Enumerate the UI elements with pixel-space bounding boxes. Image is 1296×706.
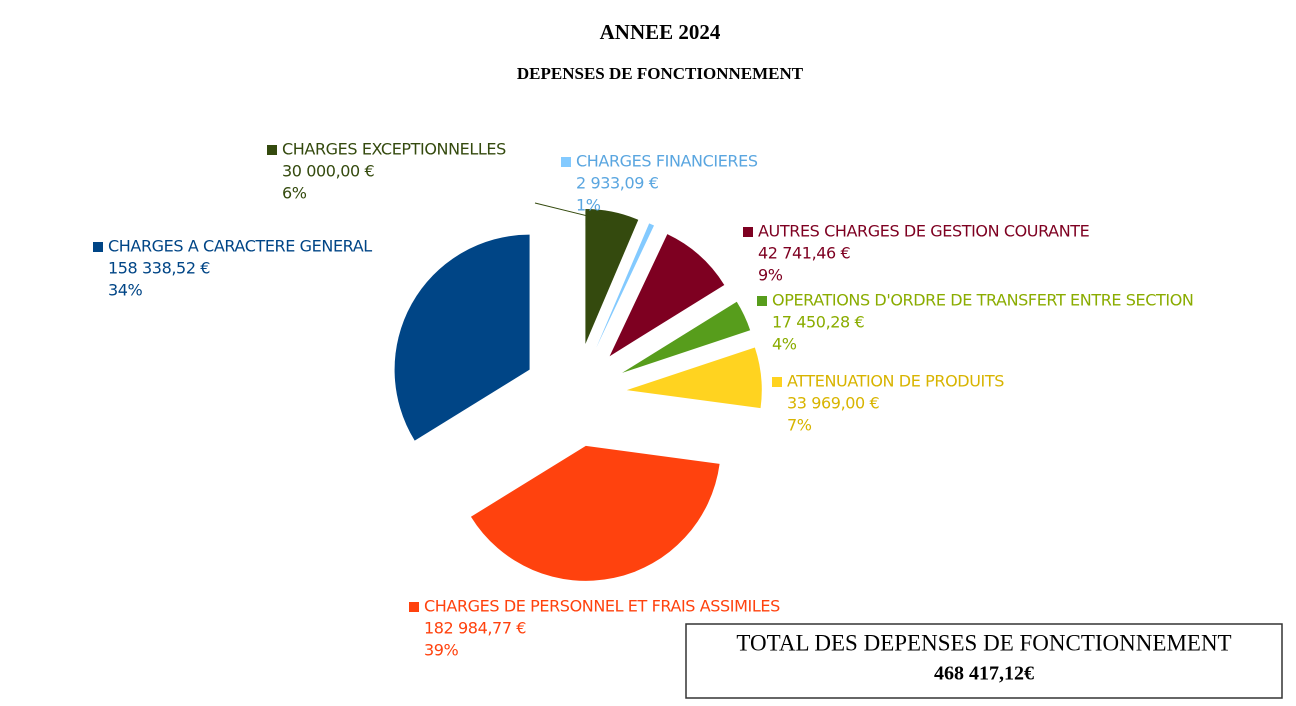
pie-slice: [585, 209, 639, 345]
pie-slice: [394, 234, 530, 441]
legend-swatch: [772, 377, 782, 387]
slice-category: CHARGES FINANCIERES: [576, 152, 758, 171]
slice-percent: 6%: [282, 184, 307, 203]
chart-subtitle: DEPENSES DE FONCTIONNEMENT: [517, 64, 804, 83]
slice-percent: 34%: [108, 281, 143, 300]
slice-category: CHARGES EXCEPTIONNELLES: [282, 140, 506, 159]
slice-category: AUTRES CHARGES DE GESTION COURANTE: [758, 222, 1090, 241]
slice-percent: 1%: [576, 196, 601, 215]
pie-slice: [622, 301, 751, 373]
slice-category: ATTENUATION DE PRODUITS: [787, 372, 1004, 391]
total-box: [685, 623, 1283, 699]
slice-value: 33 969,00 €: [787, 394, 880, 413]
slice-value: 17 450,28 €: [772, 313, 865, 332]
slice-percent: 9%: [758, 266, 783, 285]
slice-value: 182 984,77 €: [424, 619, 526, 638]
slice-percent: 7%: [787, 416, 812, 435]
slice-category: CHARGES A CARACTERE GENERAL: [108, 237, 372, 256]
slice-value: 2 933,09 €: [576, 174, 659, 193]
leader-line: [534, 202, 611, 223]
slice-percent: 4%: [772, 335, 797, 354]
pie-slice: [626, 347, 762, 409]
slice-category: OPERATIONS D'ORDRE DE TRANSFERT ENTRE SE…: [772, 291, 1194, 310]
total-value: 468 417,12€: [934, 663, 1034, 685]
legend-swatch: [93, 242, 103, 252]
pie-slice: [596, 223, 655, 348]
legend-swatch: [561, 157, 571, 167]
total-title: TOTAL DES DEPENSES DE FONCTIONNEMENT: [736, 630, 1231, 655]
legend-swatch: [757, 296, 767, 306]
slice-value: 30 000,00 €: [282, 162, 375, 181]
slice-value: 158 338,52 €: [108, 259, 210, 278]
legend-swatch: [743, 227, 753, 237]
pie-slice: [609, 234, 725, 357]
slice-percent: 39%: [424, 641, 459, 660]
chart-title: ANNEE 2024: [600, 20, 721, 44]
slice-category: CHARGES DE PERSONNEL ET FRAIS ASSIMILES: [424, 597, 780, 616]
legend-swatch: [409, 602, 419, 612]
slice-value: 42 741,46 €: [758, 244, 851, 263]
pie-slice: [470, 445, 720, 581]
legend-swatch: [267, 145, 277, 155]
